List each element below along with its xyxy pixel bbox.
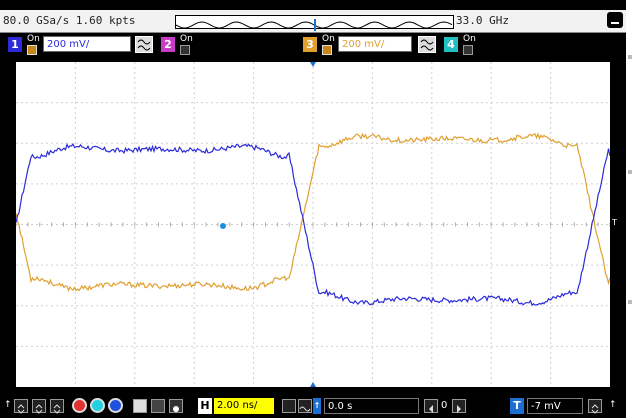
channel-1-scale-field[interactable]: 200 mV/ xyxy=(43,36,131,52)
channel-2-checkbox[interactable] xyxy=(180,45,190,55)
margin-dot xyxy=(628,55,632,59)
layers-icon[interactable] xyxy=(151,399,165,413)
bottom-toolbar: ↑ H 2.00 ns/ ↑ 0.0 s 0 T -7 mV ↑ xyxy=(0,395,626,418)
trigger-position-marker-bottom xyxy=(310,382,316,387)
brightness-icon[interactable] xyxy=(169,399,183,413)
channel-4-state: On xyxy=(463,34,476,44)
margin-dot xyxy=(628,300,632,304)
minimize-button[interactable] xyxy=(607,12,623,28)
bandwidth-readout: 33.0 GHz xyxy=(456,14,509,27)
channel-3-coupling-icon[interactable] xyxy=(418,36,436,53)
channel-1-button[interactable]: 1 xyxy=(8,37,22,52)
horizontal-position-field[interactable]: 0.0 s xyxy=(324,398,419,414)
wave-mode-icon[interactable] xyxy=(298,399,312,413)
screen-capture-icon[interactable] xyxy=(133,399,147,413)
red-color-icon[interactable] xyxy=(72,398,87,413)
timebase-scale-field[interactable]: 2.00 ns/ xyxy=(214,398,274,414)
margin-dot xyxy=(628,170,632,174)
channel-4-button[interactable]: 4 xyxy=(444,37,458,52)
horizontal-button[interactable]: H xyxy=(198,398,212,414)
channel-3-button[interactable]: 3 xyxy=(303,37,317,52)
overview-sine-icon xyxy=(175,19,453,31)
trigger-level-field[interactable]: -7 mV xyxy=(527,398,583,414)
trigger-button[interactable]: T xyxy=(510,398,524,414)
delay-reference-icon: ↑ xyxy=(313,398,321,414)
waveform-display[interactable] xyxy=(16,62,610,387)
channel-1-trace xyxy=(16,142,610,307)
scroll-arrow-icon[interactable] xyxy=(32,399,46,414)
channel-bar: 1 On 200 mV/ 2 On 3 On 200 mV/ 4 On xyxy=(0,33,626,57)
trigger-level-stepper-icon[interactable] xyxy=(588,399,602,414)
blue-color-icon[interactable] xyxy=(108,398,123,413)
run-indicator-icon: ↑ xyxy=(4,400,12,410)
acquisition-status-bar: 80.0 GSa/s 1.60 kpts 33.0 GHz xyxy=(0,10,626,33)
delay-navigation-value: 0 xyxy=(441,400,448,411)
fine-adjust-icon[interactable] xyxy=(282,399,296,413)
channel-3-trace xyxy=(16,132,610,293)
channel-3-checkbox[interactable] xyxy=(322,45,332,55)
delay-right-arrow-icon[interactable] xyxy=(452,399,466,413)
up-down-arrow-icon[interactable] xyxy=(14,399,28,414)
channel-4-checkbox[interactable] xyxy=(463,45,473,55)
sample-rate-readout: 80.0 GSa/s 1.60 kpts xyxy=(3,14,136,27)
cyan-color-icon[interactable] xyxy=(90,398,105,413)
delay-left-arrow-icon[interactable] xyxy=(424,399,438,413)
channel-2-state: On xyxy=(180,34,193,44)
channel-1-state: On xyxy=(27,34,40,44)
channel-3-state: On xyxy=(322,34,335,44)
channel-2-button[interactable]: 2 xyxy=(161,37,175,52)
trigger-level-marker: T xyxy=(612,218,617,227)
channel-1-checkbox[interactable] xyxy=(27,45,37,55)
channel-1-coupling-icon[interactable] xyxy=(135,36,153,53)
waveform-overview-window[interactable] xyxy=(175,15,454,31)
waveform-graticule xyxy=(16,62,610,387)
trigger-position-marker-top xyxy=(310,62,316,67)
channel-1-ground-marker xyxy=(220,223,226,229)
adjust-arrow-icon[interactable] xyxy=(50,399,64,414)
trigger-slope-icon: ↑ xyxy=(609,400,617,410)
channel-3-scale-field[interactable]: 200 mV/ xyxy=(338,36,412,52)
